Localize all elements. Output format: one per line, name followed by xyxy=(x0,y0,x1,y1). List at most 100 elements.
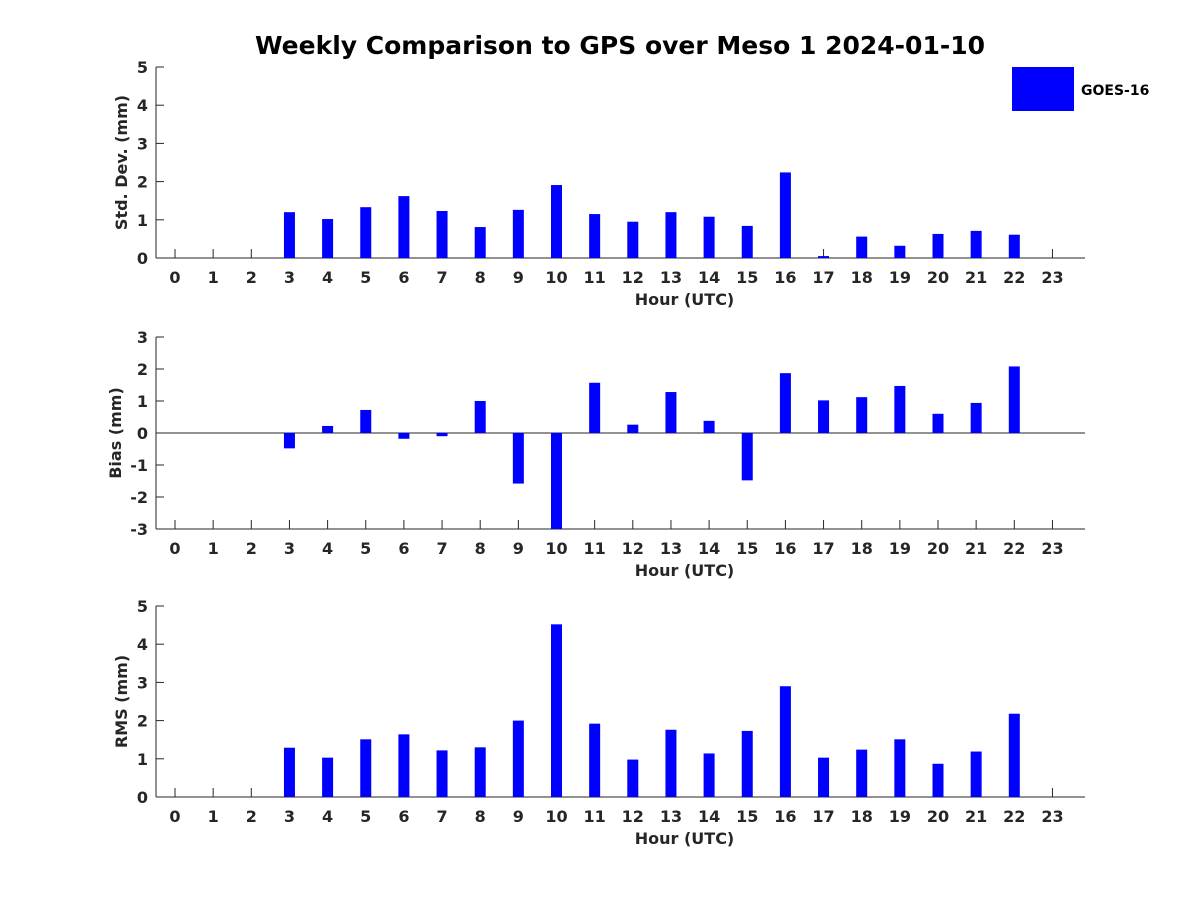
x-tick-label: 6 xyxy=(398,807,409,826)
x-tick-label: 21 xyxy=(965,807,987,826)
bar-hour-5 xyxy=(360,207,372,258)
x-tick-label: 13 xyxy=(660,807,682,826)
bar-hour-3 xyxy=(283,747,295,797)
x-tick-label: 14 xyxy=(698,268,720,287)
bar-hour-15 xyxy=(741,433,753,481)
y-tick-label: 4 xyxy=(137,96,148,115)
bar-hour-7 xyxy=(436,211,448,258)
x-tick-label: 10 xyxy=(545,807,567,826)
x-tick-label: 16 xyxy=(774,807,796,826)
bar-hour-16 xyxy=(779,686,791,797)
x-tick-label: 23 xyxy=(1041,807,1063,826)
legend-swatch xyxy=(1012,67,1074,111)
y-tick-label: 3 xyxy=(137,134,148,153)
x-tick-label: 16 xyxy=(774,539,796,558)
y-tick-label: 0 xyxy=(137,249,148,268)
bar-hour-6 xyxy=(398,196,410,258)
x-tick-label: 5 xyxy=(360,807,371,826)
x-tick-label: 0 xyxy=(169,268,180,287)
bar-hour-14 xyxy=(703,753,715,797)
bar-hour-7 xyxy=(436,750,448,797)
bar-hour-19 xyxy=(894,385,906,433)
x-tick-label: 20 xyxy=(927,539,949,558)
x-tick-label: 13 xyxy=(660,539,682,558)
y-tick-label: 3 xyxy=(137,328,148,347)
bar-hour-17 xyxy=(818,400,830,433)
y-tick-label: 0 xyxy=(137,788,148,807)
x-tick-label: 15 xyxy=(736,539,758,558)
bar-hour-8 xyxy=(474,227,486,258)
x-tick-label: 4 xyxy=(322,268,333,287)
bar-hour-14 xyxy=(703,216,715,258)
x-tick-label: 21 xyxy=(965,539,987,558)
x-tick-label: 18 xyxy=(851,807,873,826)
x-tick-label: 3 xyxy=(284,268,295,287)
bar-hour-8 xyxy=(474,401,486,433)
y-tick-label: -3 xyxy=(130,520,148,539)
x-tick-label: 4 xyxy=(322,539,333,558)
x-tick-label: 2 xyxy=(246,268,257,287)
bar-hour-18 xyxy=(856,236,868,258)
x-tick-label: 18 xyxy=(851,539,873,558)
bar-hour-18 xyxy=(856,397,868,433)
x-tick-label: 1 xyxy=(208,539,219,558)
bar-hour-6 xyxy=(398,734,410,797)
bar-hour-12 xyxy=(627,759,639,797)
bar-hour-9 xyxy=(512,433,524,484)
bar-hour-11 xyxy=(589,723,601,797)
x-tick-label: 14 xyxy=(698,807,720,826)
bar-hour-22 xyxy=(1008,234,1020,258)
bar-hour-19 xyxy=(894,739,906,797)
bar-hour-21 xyxy=(970,402,982,433)
x-tick-label: 6 xyxy=(398,539,409,558)
x-tick-label: 22 xyxy=(1003,807,1025,826)
y-tick-label: 5 xyxy=(137,58,148,77)
bar-hour-16 xyxy=(779,373,791,433)
x-tick-label: 17 xyxy=(812,539,834,558)
y-tick-label: 4 xyxy=(137,635,148,654)
x-tick-label: 7 xyxy=(436,268,447,287)
bar-hour-20 xyxy=(932,413,944,433)
bar-hour-17 xyxy=(818,256,830,258)
y-tick-label: 2 xyxy=(137,173,148,192)
x-tick-label: 6 xyxy=(398,268,409,287)
bar-hour-22 xyxy=(1008,366,1020,433)
x-tick-label: 0 xyxy=(169,807,180,826)
bar-hour-3 xyxy=(283,433,295,449)
bar-hour-19 xyxy=(894,245,906,258)
bar-hour-22 xyxy=(1008,713,1020,797)
bar-hour-15 xyxy=(741,225,753,258)
x-tick-label: 7 xyxy=(436,539,447,558)
x-tick-label: 18 xyxy=(851,268,873,287)
x-tick-label: 2 xyxy=(246,807,257,826)
bar-hour-13 xyxy=(665,729,677,797)
x-tick-label: 5 xyxy=(360,268,371,287)
bar-hour-15 xyxy=(741,730,753,797)
bar-hour-21 xyxy=(970,230,982,258)
x-tick-label: 0 xyxy=(169,539,180,558)
x-tick-label: 4 xyxy=(322,807,333,826)
bar-hour-3 xyxy=(283,212,295,258)
x-tick-label: 20 xyxy=(927,807,949,826)
x-tick-label: 23 xyxy=(1041,539,1063,558)
y-tick-label: 5 xyxy=(137,597,148,616)
y-axis-label: Std. Dev. (mm) xyxy=(112,95,131,230)
x-tick-label: 8 xyxy=(475,807,486,826)
bar-hour-14 xyxy=(703,420,715,433)
x-tick-label: 3 xyxy=(284,807,295,826)
bar-hour-11 xyxy=(589,214,601,258)
x-tick-label: 15 xyxy=(736,268,758,287)
x-tick-label: 2 xyxy=(246,539,257,558)
bar-hour-16 xyxy=(779,172,791,258)
bar-hour-5 xyxy=(360,739,372,797)
bar-hour-11 xyxy=(589,382,601,433)
bar-hour-7 xyxy=(436,433,448,437)
x-tick-label: 20 xyxy=(927,268,949,287)
x-tick-label: 12 xyxy=(622,268,644,287)
